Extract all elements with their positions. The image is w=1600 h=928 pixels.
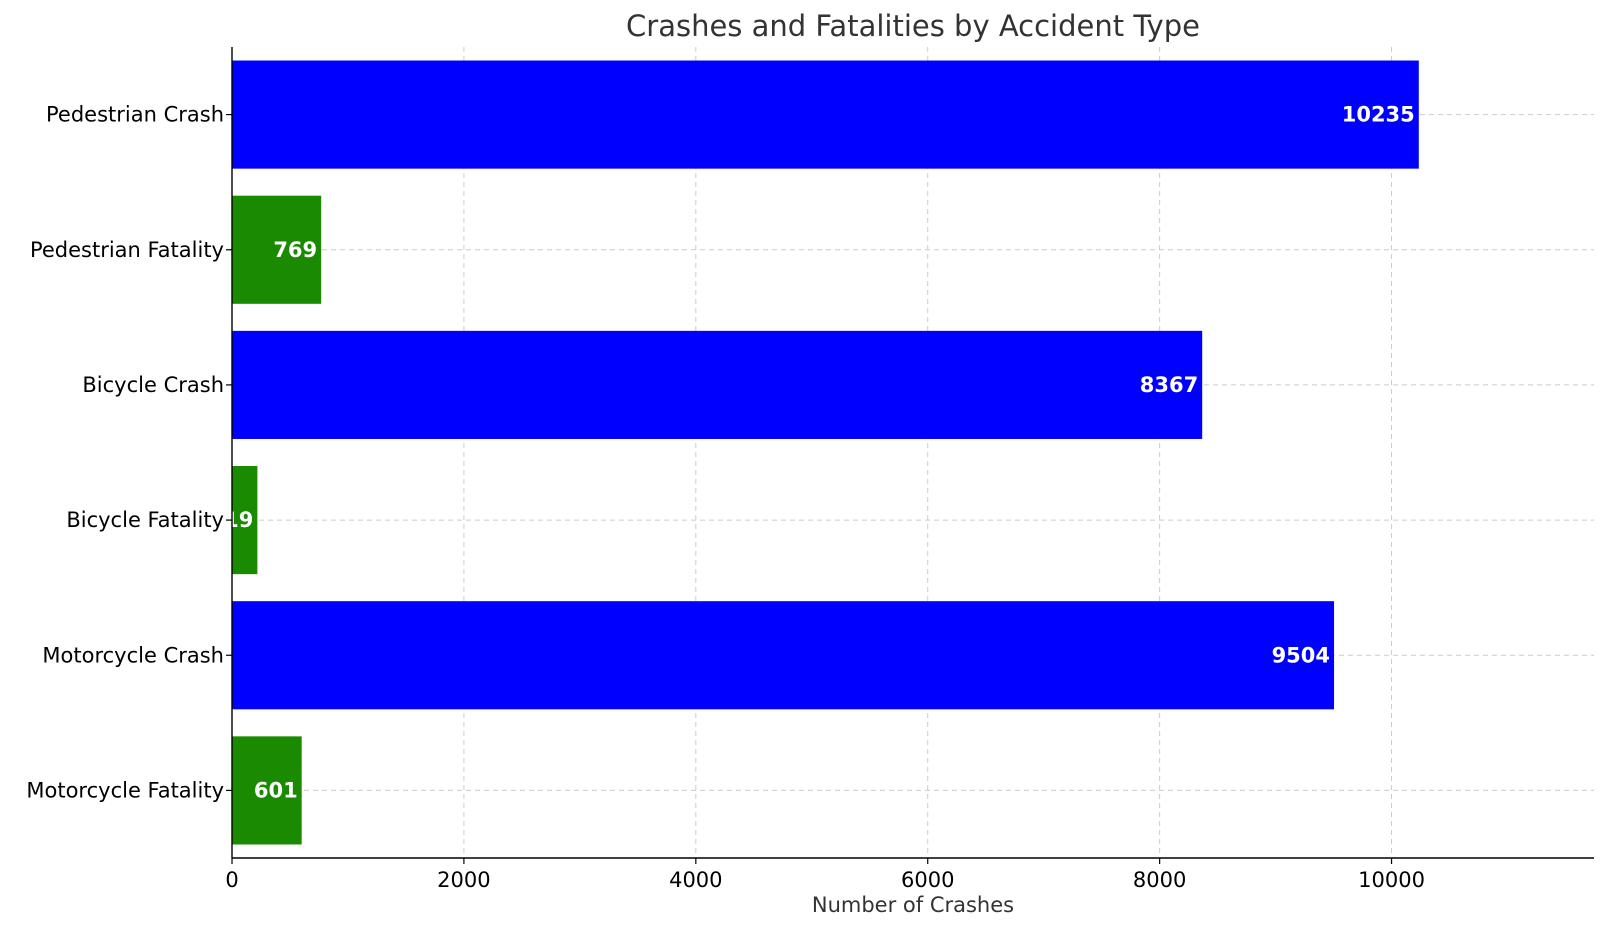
bar <box>232 466 258 575</box>
y-tick-label: Bicycle Fatality <box>66 508 224 532</box>
axes <box>231 47 1594 859</box>
bar <box>232 60 1419 169</box>
y-tick-label: Pedestrian Crash <box>46 103 224 127</box>
bar <box>232 330 1203 439</box>
bar <box>232 195 322 304</box>
x-tick-label: 4000 <box>669 868 722 892</box>
bar-value-label: 601 <box>254 778 298 802</box>
y-tick-label: Motorcycle Fatality <box>26 778 224 802</box>
chart-title: Crashes and Fatalities by Accident Type <box>626 9 1200 43</box>
y-tick-label: Bicycle Crash <box>82 373 224 397</box>
bar-value-label: 769 <box>273 238 317 262</box>
x-tick-label: 6000 <box>901 868 954 892</box>
y-tick-label: Motorcycle Crash <box>42 643 224 667</box>
x-tick-label: 0 <box>225 868 238 892</box>
bar-value-label: 10235 <box>1342 103 1415 127</box>
x-tick-label: 8000 <box>1133 868 1186 892</box>
bar <box>232 601 1335 710</box>
bar-value-label: 8367 <box>1140 373 1198 397</box>
x-tick-label: 10000 <box>1358 868 1425 892</box>
y-tick-label: Pedestrian Fatality <box>30 238 224 262</box>
x-axis-title: Number of Crashes <box>812 893 1014 917</box>
x-tick-label: 2000 <box>437 868 490 892</box>
bar-value-label: 9504 <box>1272 643 1330 667</box>
ticks: 0 2000 4000 6000 8000 10000 Pedestrian Crash Pe… <box>26 103 1425 892</box>
bar <box>232 736 302 845</box>
bars: 1023576983672199504601 <box>210 60 1419 845</box>
